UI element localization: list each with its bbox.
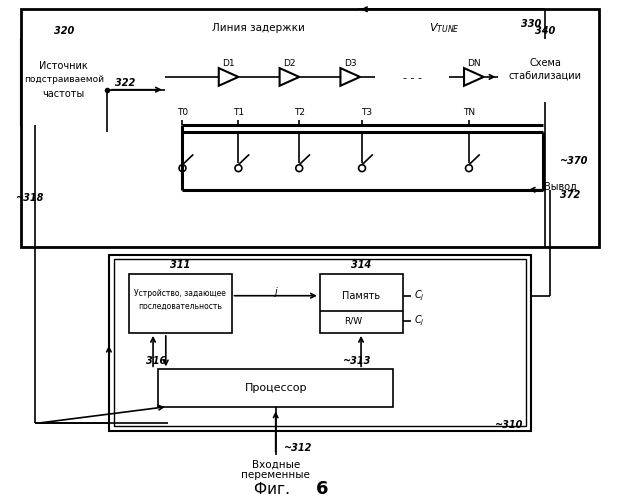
Text: Источник: Источник [39, 61, 88, 71]
Bar [129, 274, 231, 333]
Text: $\mathbf{6}$: $\mathbf{6}$ [315, 480, 328, 498]
Polygon shape [280, 68, 299, 86]
Text: Вывод: Вывод [544, 182, 577, 192]
Text: частоты: частоты [43, 88, 85, 99]
Text: 314: 314 [351, 260, 372, 270]
Text: ~310: ~310 [494, 420, 523, 430]
Text: 322: 322 [115, 78, 135, 88]
Text: $V_{TUNE}$: $V_{TUNE}$ [429, 21, 460, 35]
Text: T3: T3 [361, 108, 373, 116]
Text: стабилизации: стабилизации [508, 71, 582, 81]
Text: Входные: Входные [251, 460, 300, 469]
Text: $C_j$: $C_j$ [414, 314, 424, 328]
Bar [498, 38, 592, 102]
Text: последовательность: последовательность [138, 302, 222, 311]
Text: 316: 316 [146, 356, 167, 366]
Text: T2: T2 [294, 108, 305, 116]
Text: Линия задержки: Линия задержки [211, 23, 304, 33]
Bar [109, 254, 531, 431]
Text: Память: Память [343, 290, 381, 300]
Polygon shape [464, 68, 484, 86]
Text: 311: 311 [170, 260, 190, 270]
Text: R/W: R/W [345, 316, 363, 326]
Text: ~312: ~312 [284, 443, 312, 453]
Bar [160, 146, 557, 198]
Text: - - -: - - - [402, 73, 422, 83]
Text: T1: T1 [233, 108, 244, 116]
Text: Фиг.: Фиг. [254, 482, 300, 498]
Text: T0: T0 [177, 108, 188, 116]
Text: ~318: ~318 [16, 192, 44, 202]
Text: 372: 372 [560, 190, 580, 200]
Text: j: j [274, 287, 277, 297]
Polygon shape [219, 68, 238, 86]
Text: 330: 330 [521, 19, 541, 29]
Text: DN: DN [467, 58, 481, 68]
Polygon shape [340, 68, 360, 86]
Bar [320, 274, 403, 333]
Text: Устройство, задающее: Устройство, задающее [134, 289, 226, 298]
Bar [21, 9, 600, 246]
Text: TN: TN [463, 108, 475, 116]
Text: подстраиваемой: подстраиваемой [24, 76, 104, 84]
Text: D3: D3 [344, 58, 356, 68]
Text: 340: 340 [535, 26, 555, 36]
Text: ~370: ~370 [560, 156, 588, 166]
Bar [158, 370, 393, 406]
Bar [21, 38, 107, 125]
Text: D2: D2 [283, 58, 295, 68]
Text: 320: 320 [53, 26, 74, 36]
Text: ~313: ~313 [343, 356, 372, 366]
Bar [114, 260, 526, 426]
Text: D1: D1 [222, 58, 235, 68]
Text: Процессор: Процессор [244, 383, 307, 393]
Text: $C_j$: $C_j$ [414, 288, 424, 303]
Bar [170, 21, 547, 154]
Text: переменные: переменные [241, 470, 310, 480]
Bar [165, 16, 552, 159]
Text: Схема: Схема [529, 58, 561, 68]
